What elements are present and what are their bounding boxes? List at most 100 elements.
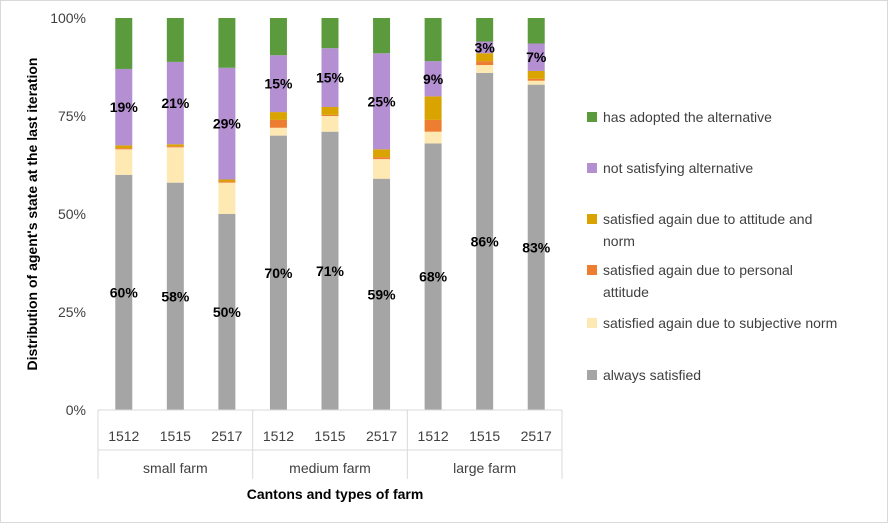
bar-segment xyxy=(269,55,287,113)
data-label: 9% xyxy=(423,71,444,87)
data-label: 3% xyxy=(475,39,496,55)
bar-segment xyxy=(321,114,339,116)
data-label: 58% xyxy=(161,288,190,304)
bar-segment xyxy=(373,157,391,160)
data-label: 19% xyxy=(110,99,139,115)
y-tick-label: 75% xyxy=(58,108,86,124)
bar-segment xyxy=(166,144,184,147)
bar-segment xyxy=(476,18,494,42)
legend-swatch xyxy=(587,112,597,122)
bar-segment xyxy=(373,178,391,410)
y-axis-title: Distribution of agent's state at the las… xyxy=(24,58,40,371)
legend-swatch xyxy=(587,214,597,224)
data-label: 59% xyxy=(368,286,397,302)
group-label: large farm xyxy=(453,460,516,476)
legend-label: satisfied again due to personal attitude xyxy=(603,262,793,300)
legend-swatch xyxy=(587,370,597,380)
x-tick-label: 1515 xyxy=(314,428,345,444)
legend-label: satisfied again due to subjective norm xyxy=(603,315,837,331)
x-tick-label: 1515 xyxy=(160,428,191,444)
bar-segment xyxy=(373,53,391,150)
group-label: medium farm xyxy=(289,460,371,476)
y-tick-label: 100% xyxy=(50,10,86,26)
data-label: 50% xyxy=(213,304,242,320)
x-tick-label: 1512 xyxy=(108,428,139,444)
legend-label: not satisfying alternative xyxy=(603,160,753,176)
bar-segment xyxy=(424,119,442,132)
bar-segment xyxy=(527,78,545,81)
bar-segment xyxy=(321,131,339,410)
x-tick-label: 2517 xyxy=(521,428,552,444)
x-tick-label: 1512 xyxy=(418,428,449,444)
data-label: 7% xyxy=(526,49,547,65)
legend-swatch xyxy=(587,318,597,328)
bar-segment xyxy=(115,148,133,150)
bar-segment xyxy=(373,18,391,54)
bar-segment xyxy=(476,61,494,66)
bar-segment xyxy=(321,18,339,49)
bar-segment xyxy=(527,80,545,85)
bar-segment xyxy=(321,116,339,132)
data-label: 83% xyxy=(522,239,551,255)
data-label: 25% xyxy=(368,93,397,109)
x-tick-label: 1515 xyxy=(469,428,500,444)
y-axis-ticks: 0% 25% 50% 75% 100% xyxy=(50,10,86,418)
data-label: 15% xyxy=(264,76,293,92)
bar-segment xyxy=(115,68,133,146)
bar-segment xyxy=(218,182,236,214)
bar-segment xyxy=(424,96,442,120)
bar-segment xyxy=(269,127,287,136)
data-label: 21% xyxy=(161,95,190,111)
bar-segment xyxy=(476,53,494,62)
bar-segment xyxy=(269,119,287,128)
bar-segment xyxy=(269,18,287,56)
y-tick-label: 25% xyxy=(58,304,86,320)
bar-segment xyxy=(527,70,545,79)
bar-segment xyxy=(166,182,184,410)
bar-segment xyxy=(115,145,133,149)
bar-segment xyxy=(269,135,287,410)
legend-swatch xyxy=(587,163,597,173)
legend-label: has adopted the alternative xyxy=(603,109,772,125)
y-tick-label: 0% xyxy=(66,402,86,418)
bar-segment xyxy=(527,18,545,44)
data-label: 71% xyxy=(316,263,345,279)
x-axis-title: Cantons and types of farm xyxy=(247,486,424,502)
legend-label: satisfied again due to attitude and norm xyxy=(603,211,812,249)
bar-segment xyxy=(166,18,184,62)
bar-segment xyxy=(424,61,442,97)
legend-label: always satisfied xyxy=(603,367,701,383)
bar-segment xyxy=(476,65,494,73)
y-tick-label: 50% xyxy=(58,206,86,222)
bar-segment xyxy=(218,18,236,68)
bar-segment xyxy=(373,159,391,179)
bar-segment xyxy=(269,112,287,120)
bars: 60% 19% 58% 21% 50% 29% 70% 15% 71% 15% 59% 25% 68% 9… xyxy=(110,18,551,410)
data-label: 15% xyxy=(316,70,345,86)
x-tick-label: 2517 xyxy=(211,428,242,444)
legend: has adopted the alternative not satisfyin… xyxy=(587,109,837,383)
x-tick-label: 2517 xyxy=(366,428,397,444)
legend-swatch xyxy=(587,265,597,275)
bar-segment xyxy=(527,43,545,71)
bar-segment xyxy=(424,18,442,62)
bar-segment xyxy=(476,72,494,410)
bar-segment xyxy=(166,146,184,148)
bar-segment xyxy=(166,147,184,183)
bar-segment xyxy=(115,174,133,410)
bar-segment xyxy=(424,131,442,144)
bar-segment xyxy=(218,67,236,180)
bar-segment xyxy=(373,149,391,158)
bar-segment xyxy=(321,48,339,107)
data-label: 29% xyxy=(213,116,242,132)
bar-segment xyxy=(321,106,339,115)
bar-segment xyxy=(218,214,236,410)
data-label: 70% xyxy=(264,265,293,281)
bar-segment xyxy=(218,179,236,182)
data-label: 60% xyxy=(110,284,139,300)
bar-segment xyxy=(476,41,494,54)
bar-segment xyxy=(166,61,184,145)
bar-segment xyxy=(115,18,133,69)
